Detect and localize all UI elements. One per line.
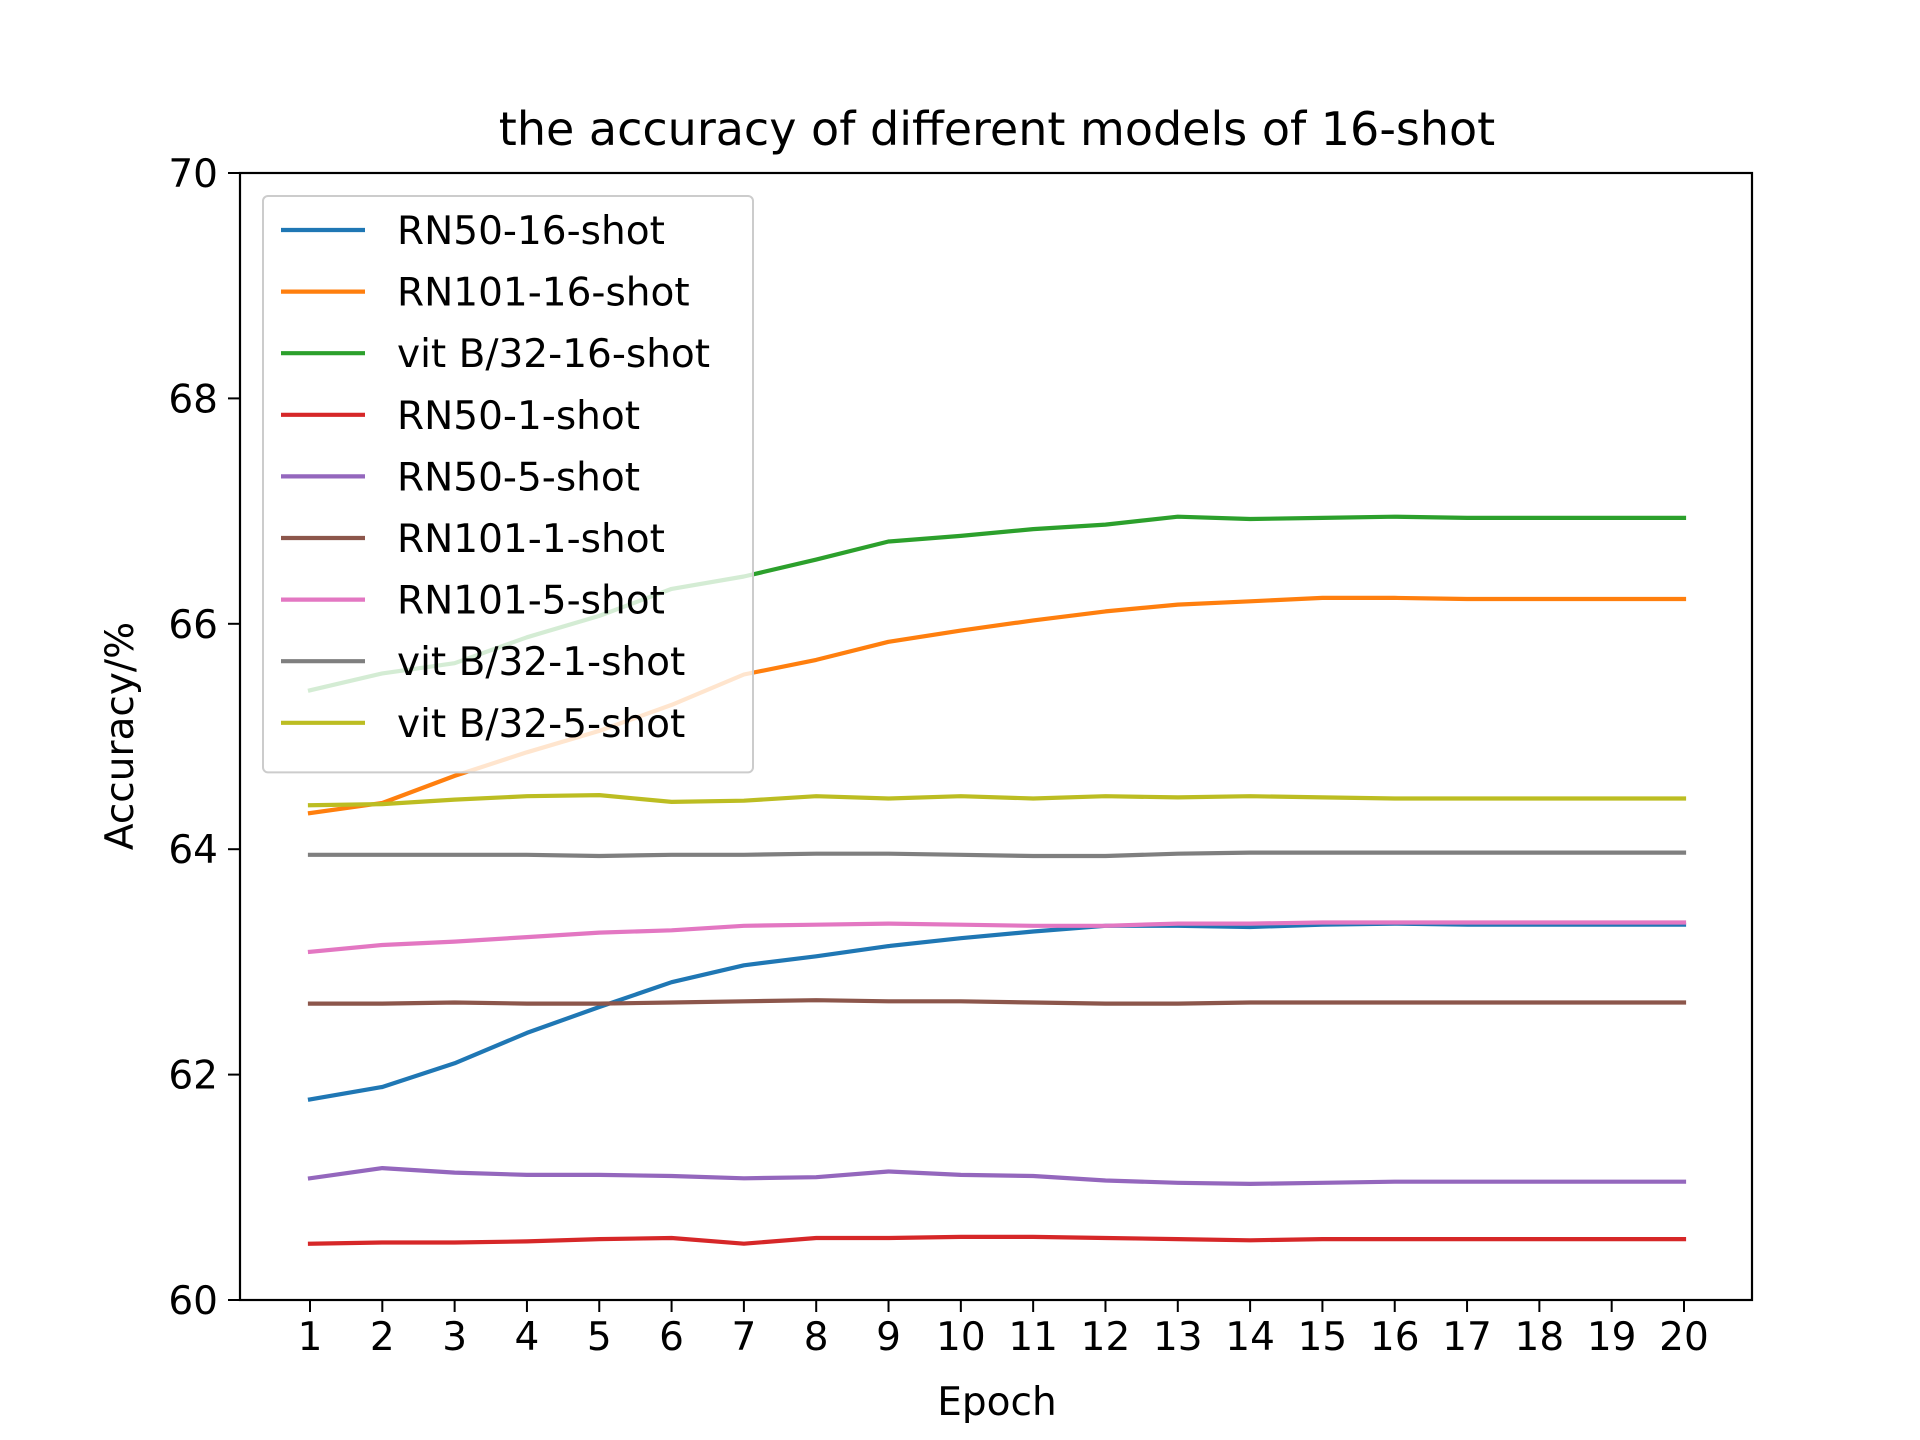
legend-label-3: RN50-1-shot [397, 394, 640, 439]
legend-label-8: vit B/32-5-shot [397, 702, 685, 747]
x-tick-label: 13 [1153, 1315, 1203, 1360]
plot-frame [238, 171, 1754, 1302]
legend-label-2: vit B/32-16-shot [397, 332, 710, 377]
series-line-4 [307, 1165, 1687, 1187]
chart-title: the accuracy of different models of 16-s… [499, 102, 1495, 156]
x-tick-label: 9 [876, 1315, 901, 1360]
x-tick-label: 7 [731, 1315, 756, 1360]
x-tick-label: 16 [1370, 1315, 1420, 1360]
x-tick-label: 18 [1515, 1315, 1565, 1360]
x-tick-label: 6 [659, 1315, 684, 1360]
x-tick-label: 5 [587, 1315, 612, 1360]
x-tick-label: 1 [298, 1315, 323, 1360]
series-line-8 [307, 792, 1687, 808]
legend-label-7: vit B/32-1-shot [397, 640, 685, 685]
legend-label-5: RN101-1-shot [397, 517, 665, 562]
y-tick-label: 70 [168, 152, 218, 197]
x-tick-label: 15 [1298, 1315, 1348, 1360]
y-tick-label: 68 [168, 377, 218, 422]
legend-label-6: RN101-5-shot [397, 579, 665, 624]
ticks-layer: 1 2 3 4 5 6 7 8 9 10 11 12 13 14 15 16 17 18 19 20606264666… [168, 152, 1708, 1360]
series-line-3 [307, 1234, 1687, 1246]
x-tick-label: 2 [370, 1315, 395, 1360]
legend-label-1: RN101-16-shot [397, 271, 690, 316]
series-line-7 [307, 850, 1687, 859]
y-axis-label: Accuracy/% [98, 622, 143, 850]
x-tick-label: 17 [1442, 1315, 1492, 1360]
y-tick-label: 60 [168, 1279, 218, 1324]
x-tick-label: 12 [1081, 1315, 1131, 1360]
series-line-6 [307, 920, 1687, 955]
legend-box [262, 195, 754, 774]
y-tick-label: 62 [168, 1054, 218, 1099]
x-tick-label: 3 [442, 1315, 467, 1360]
x-tick-label: 4 [515, 1315, 540, 1360]
legend-label-0: RN50-16-shot [397, 209, 665, 254]
series-line-5 [307, 998, 1687, 1006]
x-tick-label: 11 [1008, 1315, 1058, 1360]
legend-label-4: RN50-5-shot [397, 455, 640, 500]
y-tick-label: 66 [168, 603, 218, 648]
legend: RN50-16-shot RN101-16-shot vit B/32-16-sho… [262, 195, 754, 774]
y-tick-label: 64 [168, 828, 218, 873]
x-axis-label: Epoch [937, 1380, 1056, 1425]
x-tick-label: 8 [804, 1315, 829, 1360]
x-tick-label: 14 [1225, 1315, 1275, 1360]
x-tick-label: 10 [936, 1315, 986, 1360]
x-tick-label: 20 [1659, 1315, 1709, 1360]
x-tick-label: 19 [1587, 1315, 1637, 1360]
series-line-0 [307, 921, 1687, 1102]
